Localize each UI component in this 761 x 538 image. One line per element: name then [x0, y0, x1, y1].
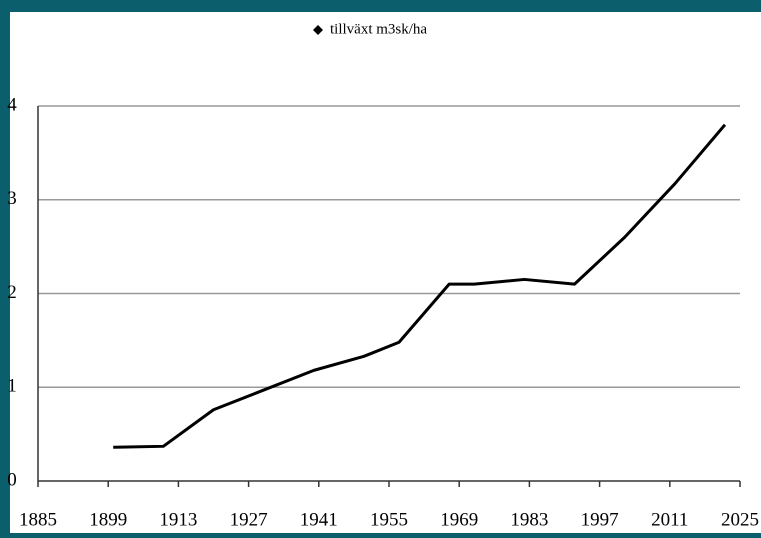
x-tick-label: 1969 [440, 509, 478, 530]
x-tick-label: 2011 [651, 509, 688, 530]
x-tick-label: 1997 [581, 509, 619, 530]
x-tick-label: 1913 [159, 509, 197, 530]
x-tick-label: 1941 [300, 509, 338, 530]
y-tick-label: 3 [7, 188, 17, 209]
legend-marker [313, 25, 323, 35]
line [113, 123, 727, 449]
chart-background [10, 12, 761, 533]
y-tick-label: 4 [7, 94, 17, 115]
x-tick-label: 1983 [510, 509, 548, 530]
x-tick-label: 2025 [721, 509, 759, 530]
y-tick-label: 1 [7, 376, 17, 397]
x-tick-label: 1899 [89, 509, 127, 530]
x-tick-label: 1927 [230, 509, 268, 530]
x-tick-label: 1955 [370, 509, 408, 530]
x-tick-label: 1885 [19, 509, 57, 530]
legend-label: tillväxt m3sk/ha [330, 21, 427, 37]
y-tick-label: 2 [7, 282, 17, 303]
y-tick-label: 0 [7, 469, 17, 490]
